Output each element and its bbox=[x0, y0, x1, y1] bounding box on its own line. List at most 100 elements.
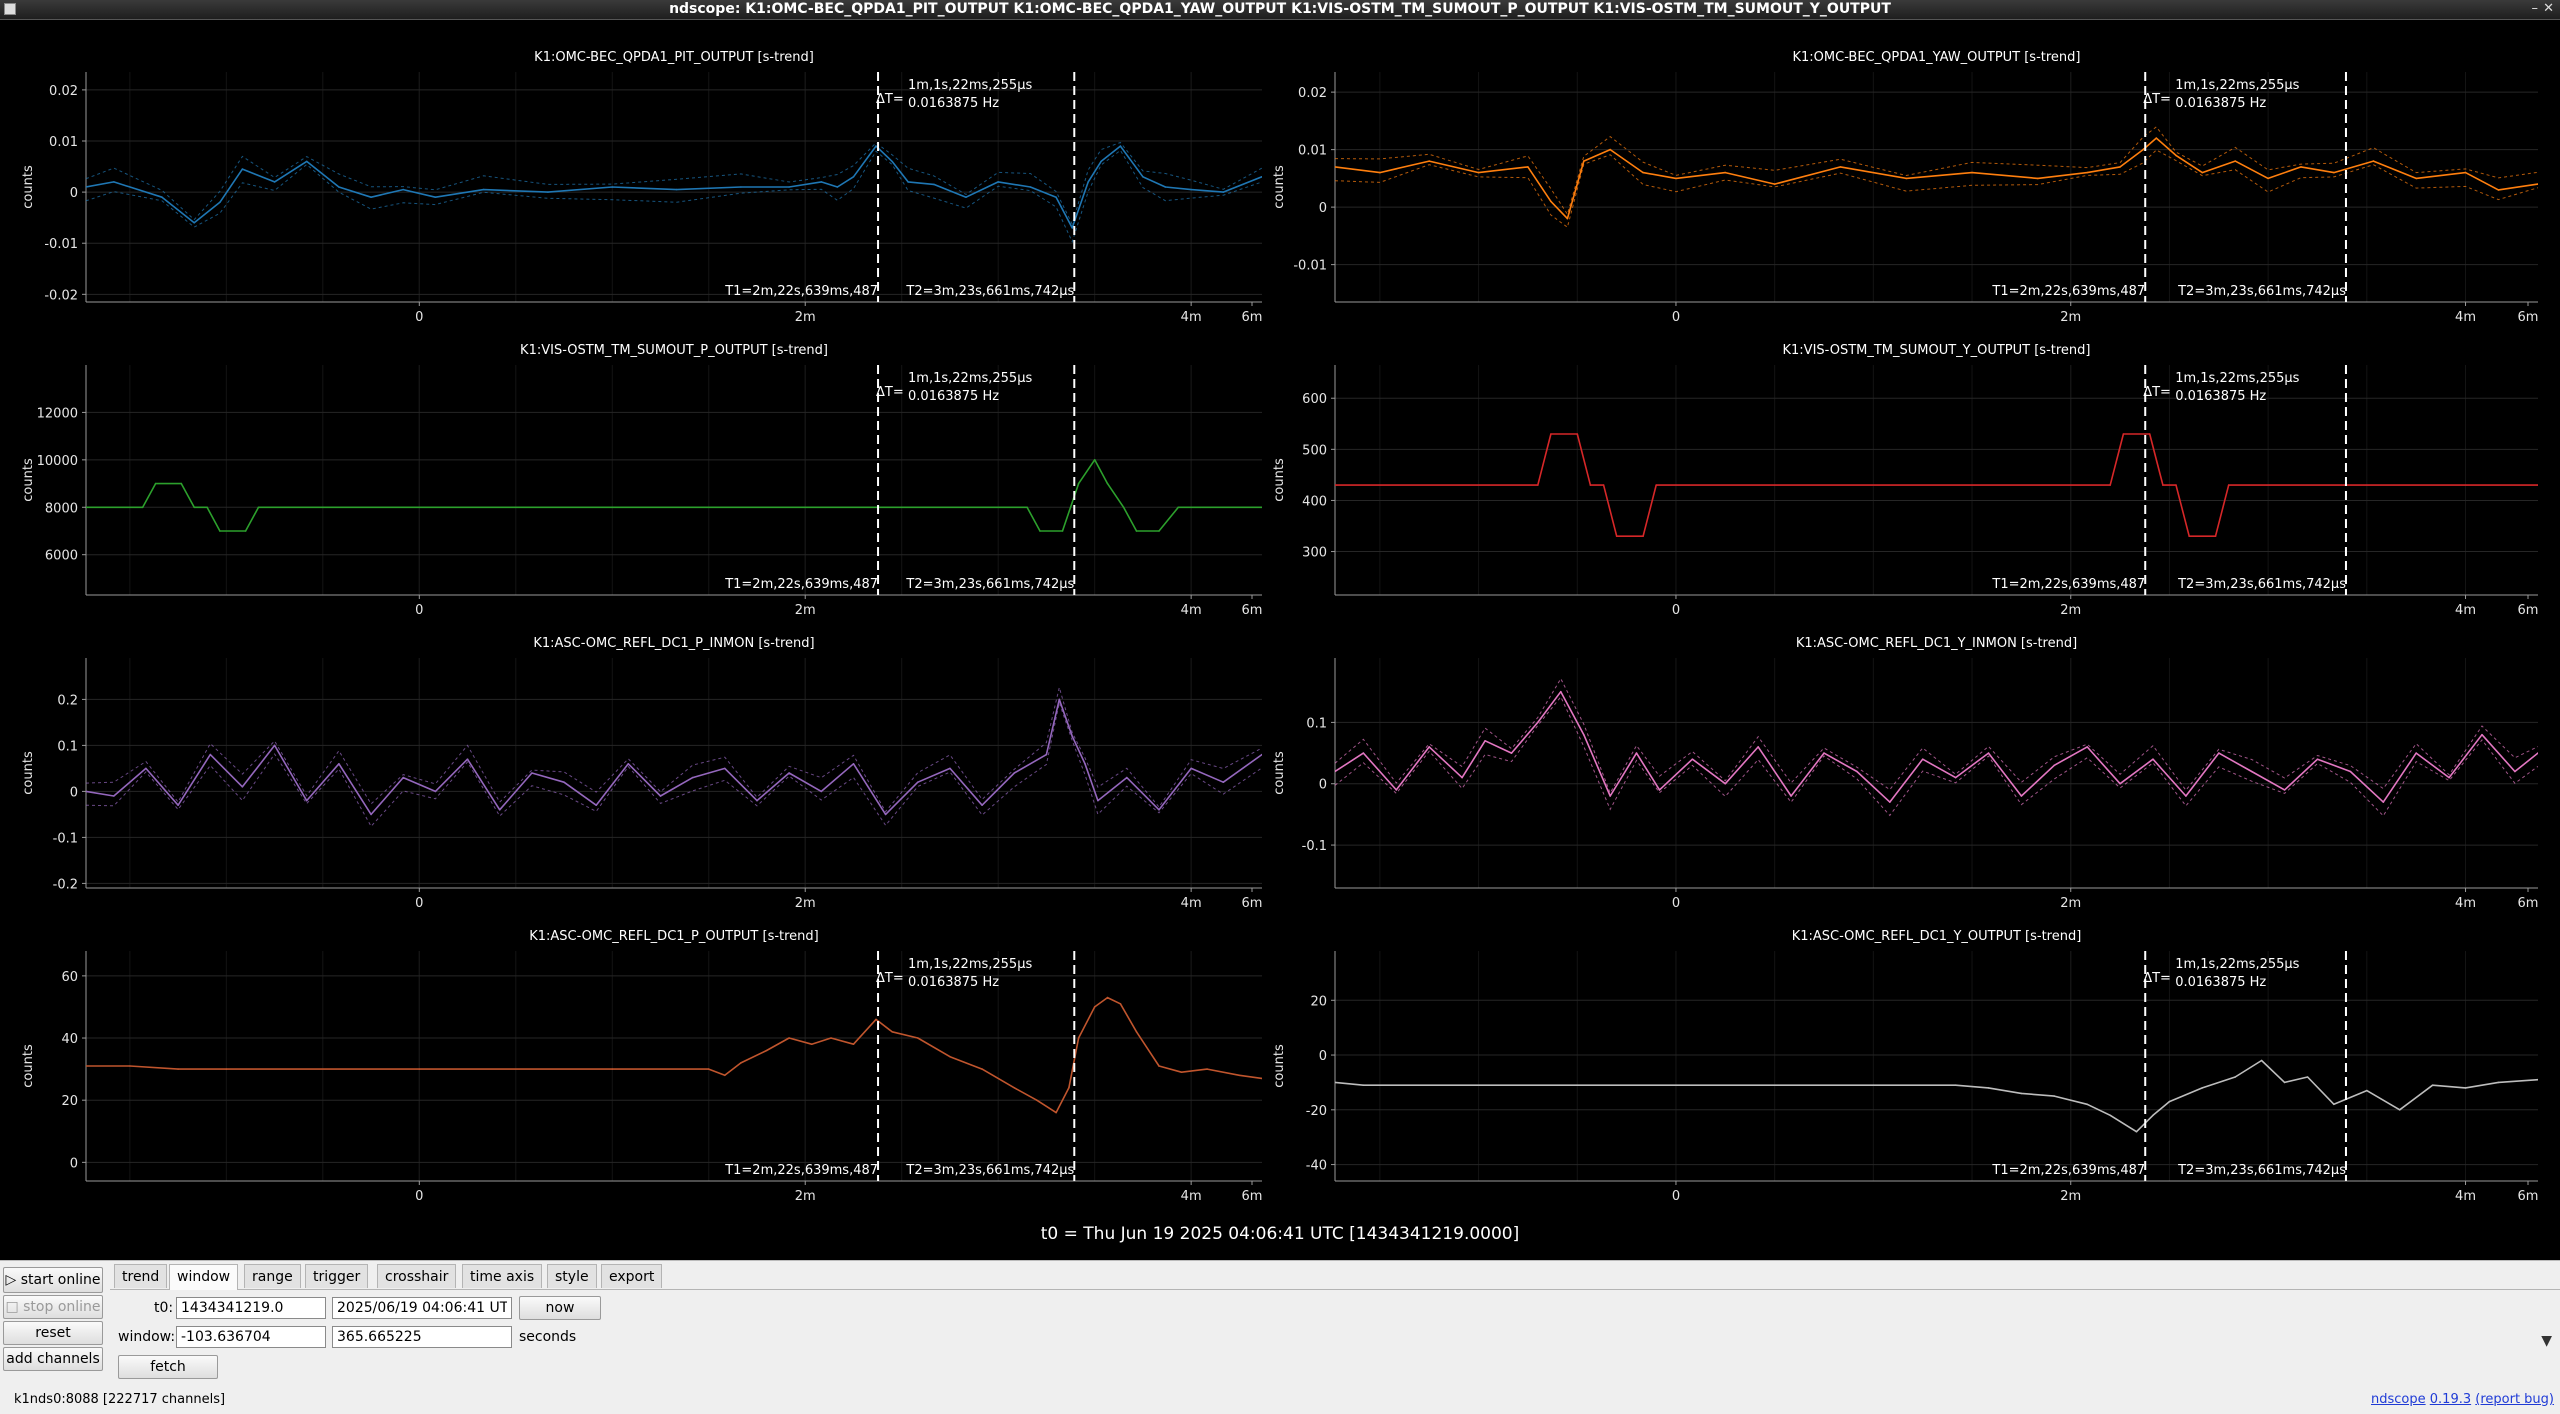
data-point bbox=[2306, 1076, 2309, 1078]
data-point bbox=[209, 753, 212, 756]
data-point bbox=[1856, 770, 1858, 773]
plot-canvas[interactable]: K1:OMC-BEC_QPDA1_PIT_OUTPUT [s-trend] -0.… bbox=[0, 20, 2560, 1260]
tab-crosshair[interactable]: crosshair bbox=[377, 1264, 457, 1288]
fetch-button[interactable]: fetch bbox=[118, 1355, 218, 1379]
data-point bbox=[1550, 433, 1552, 435]
cursor-t2-label: T2=3m,23s,661ms,742µs bbox=[2177, 284, 2346, 299]
data-point bbox=[154, 482, 157, 485]
y-tick-label: 0.01 bbox=[49, 135, 78, 150]
data-point bbox=[2260, 1059, 2263, 1062]
reset-button[interactable]: reset bbox=[3, 1321, 103, 1345]
add-channels-button[interactable]: add channels bbox=[3, 1347, 103, 1371]
data-point bbox=[2037, 177, 2039, 180]
data-point bbox=[86, 506, 87, 509]
data-point bbox=[1119, 145, 1122, 147]
y-axis-label: counts bbox=[21, 165, 36, 209]
data-point bbox=[788, 1037, 790, 1039]
x-tick-label: 0 bbox=[415, 603, 423, 618]
y-tick-label: 0.1 bbox=[57, 739, 78, 754]
data-point bbox=[675, 188, 678, 191]
minimize-button[interactable]: – bbox=[2531, 1, 2539, 16]
y-axis-label: counts bbox=[1272, 458, 1287, 502]
start-online-button[interactable]: ▷ start online bbox=[3, 1267, 103, 1293]
data-point bbox=[2497, 189, 2500, 191]
t0-utc-input[interactable] bbox=[332, 1297, 512, 1319]
data-point bbox=[563, 781, 565, 783]
y-tick-label: 0.1 bbox=[1306, 716, 1327, 731]
data-point bbox=[1261, 1077, 1262, 1080]
data-point bbox=[338, 763, 340, 765]
now-button[interactable]: now bbox=[519, 1296, 601, 1320]
x-tick-label: 2m bbox=[2060, 896, 2081, 911]
data-point bbox=[595, 804, 597, 806]
data-point bbox=[1084, 763, 1086, 765]
tab-time-axis[interactable]: time axis bbox=[462, 1264, 543, 1288]
data-point bbox=[2283, 789, 2286, 791]
data-point bbox=[2185, 795, 2187, 797]
data-point bbox=[1823, 752, 1825, 754]
x-tick-label: 4m bbox=[1181, 310, 1202, 325]
data-point bbox=[1872, 1084, 1875, 1086]
data-point bbox=[1177, 506, 1180, 509]
window-end-input[interactable] bbox=[332, 1326, 512, 1348]
delta-t-frequency: 0.0163875 Hz bbox=[908, 389, 999, 404]
data-point bbox=[1583, 160, 1585, 162]
y-tick-label: -0.01 bbox=[44, 237, 78, 252]
tab-export[interactable]: export bbox=[601, 1264, 663, 1288]
data-point bbox=[2366, 1089, 2368, 1092]
app-icon[interactable] bbox=[4, 3, 16, 15]
t0-field-label: t0: bbox=[154, 1300, 174, 1316]
data-point bbox=[1658, 789, 1661, 791]
y-tick-label: 20 bbox=[1310, 994, 1327, 1009]
data-point bbox=[1013, 772, 1016, 774]
app-link[interactable]: ndscope bbox=[2371, 1392, 2426, 1407]
data-point bbox=[531, 772, 533, 774]
version-link[interactable]: 0.19.3 bbox=[2429, 1392, 2472, 1407]
data-point bbox=[933, 183, 935, 186]
data-point bbox=[836, 186, 839, 188]
tab-window[interactable]: window bbox=[169, 1264, 239, 1290]
data-point bbox=[2537, 484, 2538, 486]
x-tick-label: 6m bbox=[1242, 896, 1263, 911]
data-point bbox=[2020, 795, 2023, 797]
data-point bbox=[1839, 166, 1842, 168]
data-point bbox=[1576, 433, 1579, 435]
data-point bbox=[86, 790, 87, 793]
tab-trend[interactable]: trend bbox=[114, 1264, 168, 1288]
cursor-t1-label: T1=2m,22s,639ms,487 bbox=[1991, 577, 2145, 592]
tab-trigger[interactable]: trigger bbox=[305, 1264, 369, 1288]
stop-online-button[interactable]: □ stop online bbox=[3, 1295, 103, 1319]
data-point bbox=[1428, 160, 1430, 162]
window-start-input[interactable] bbox=[176, 1326, 326, 1348]
data-point bbox=[177, 804, 179, 806]
tab-style[interactable]: style bbox=[547, 1264, 597, 1288]
close-button[interactable]: ✕ bbox=[2543, 1, 2554, 16]
data-point bbox=[1609, 148, 1611, 151]
data-point bbox=[1209, 506, 1212, 509]
x-tick-label: 4m bbox=[1181, 1189, 1202, 1204]
plot-title: K1:OMC-BEC_QPDA1_PIT_OUTPUT [s-trend] bbox=[534, 50, 814, 65]
data-point bbox=[756, 799, 758, 802]
data-point bbox=[1261, 753, 1262, 756]
delta-t-prefix: ΔT= bbox=[876, 385, 904, 400]
data-point bbox=[141, 506, 144, 509]
data-point bbox=[1026, 506, 1028, 509]
data-point bbox=[965, 196, 967, 198]
data-point bbox=[820, 181, 823, 183]
data-point bbox=[2234, 1076, 2236, 1078]
x-tick-label: 4m bbox=[2455, 310, 2476, 325]
report-bug-link[interactable]: (report bug) bbox=[2475, 1392, 2554, 1407]
data-point bbox=[113, 181, 115, 183]
data-point bbox=[1013, 1087, 1016, 1089]
control-panel: ▷ start online □ stop online reset add c… bbox=[0, 1260, 2560, 1414]
tab-range[interactable]: range bbox=[244, 1264, 301, 1288]
t0-gps-input[interactable] bbox=[176, 1297, 326, 1319]
data-point bbox=[1036, 1099, 1038, 1101]
collapse-icon[interactable]: ▼ bbox=[2541, 1333, 2552, 1349]
delta-t-frequency: 0.0163875 Hz bbox=[908, 96, 999, 111]
seconds-label: seconds bbox=[519, 1329, 577, 1345]
plot-5: K1:ASC-OMC_REFL_DC1_P_INMON [s-trend] -0.… bbox=[21, 636, 1263, 911]
data-point bbox=[1206, 1068, 1208, 1070]
y-tick-label: 400 bbox=[1302, 494, 1327, 509]
y-tick-label: -0.2 bbox=[53, 877, 78, 892]
